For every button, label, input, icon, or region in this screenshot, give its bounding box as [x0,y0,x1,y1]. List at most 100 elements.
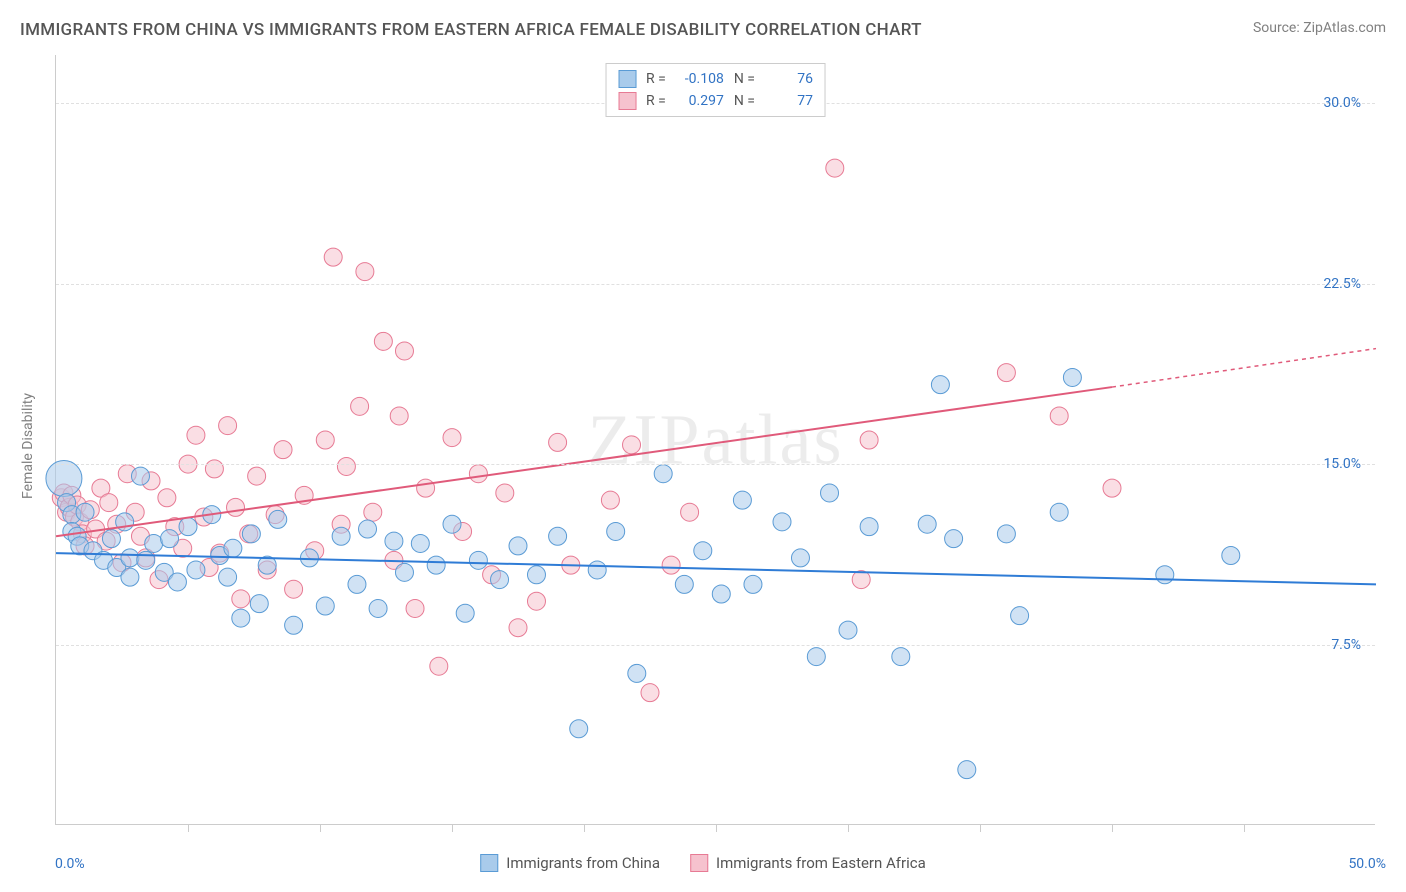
r-label: R = [646,71,666,87]
data-point [443,515,461,533]
n-label: N = [734,71,755,87]
data-point [369,599,387,617]
legend-item-eastafrica: Immigrants from Eastern Africa [690,854,926,872]
data-point [430,657,448,675]
data-point [137,551,155,569]
data-point [694,542,712,560]
swatch-eastafrica-icon [618,92,636,110]
data-point [224,539,242,557]
x-tick [584,824,585,832]
data-point [351,397,369,415]
data-point [219,417,237,435]
data-point [744,575,762,593]
data-point [248,467,266,485]
x-tick [848,824,849,832]
data-point [1156,566,1174,584]
trend-line-extrapolated [1112,349,1376,388]
data-point [385,532,403,550]
scatter-svg [56,55,1375,824]
data-point [395,563,413,581]
gridline [56,464,1375,465]
data-point [807,648,825,666]
data-point [443,429,461,447]
data-point [187,426,205,444]
x-tick [452,824,453,832]
data-point [509,537,527,555]
data-point [76,503,94,521]
data-point [839,621,857,639]
data-point [1050,407,1068,425]
data-point [316,597,334,615]
x-axis-start-label: 0.0% [55,856,85,872]
data-point [205,460,223,478]
data-point [607,522,625,540]
chart-container: IMMIGRANTS FROM CHINA VS IMMIGRANTS FROM… [0,0,1406,892]
swatch-eastafrica-icon [690,854,708,872]
data-point [681,503,699,521]
data-point [227,498,245,516]
data-point [570,720,588,738]
legend-item-china: Immigrants from China [480,854,660,872]
n-value-eastafrica: 77 [765,93,813,109]
data-point [860,431,878,449]
x-tick [980,824,981,832]
n-label: N = [734,93,755,109]
data-point [187,561,205,579]
source-attribution: Source: ZipAtlas.com [1253,20,1386,36]
data-point [509,619,527,637]
data-point [179,518,197,536]
data-point [356,263,374,281]
data-point [601,491,619,509]
data-point [1011,607,1029,625]
data-point [549,527,567,545]
data-point [826,159,844,177]
data-point [1222,547,1240,565]
data-point [496,484,514,502]
legend-label-china: Immigrants from China [506,854,660,872]
r-value-china: -0.108 [676,71,724,87]
data-point [527,592,545,610]
chart-title: IMMIGRANTS FROM CHINA VS IMMIGRANTS FROM… [20,20,922,40]
data-point [417,479,435,497]
data-point [332,527,350,545]
data-point [161,530,179,548]
data-point [527,566,545,584]
gridline [56,645,1375,646]
data-point [712,585,730,603]
swatch-china-icon [618,70,636,88]
data-point [733,491,751,509]
data-point [102,530,120,548]
y-tick-label: 30.0% [1323,95,1361,111]
data-point [1050,503,1068,521]
data-point [411,534,429,552]
data-point [427,556,445,574]
data-point [250,595,268,613]
data-point [931,376,949,394]
data-point [359,520,377,538]
data-point [549,433,567,451]
data-point [892,648,910,666]
data-point [1103,479,1121,497]
data-point [791,549,809,567]
data-point [232,609,250,627]
data-point [945,530,963,548]
x-tick [320,824,321,832]
plot-area: ZIPatlas R = -0.108 N = 76 R = 0.297 N =… [55,55,1375,825]
data-point [958,761,976,779]
data-point [469,465,487,483]
data-point [285,616,303,634]
data-point [662,556,680,574]
data-point [395,342,413,360]
data-point [46,461,82,497]
data-point [588,561,606,579]
data-point [285,580,303,598]
series-legend: Immigrants from China Immigrants from Ea… [480,854,926,872]
data-point [623,436,641,454]
data-point [100,494,118,512]
legend-label-eastafrica: Immigrants from Eastern Africa [716,854,926,872]
data-point [364,503,382,521]
data-point [242,525,260,543]
data-point [145,534,163,552]
data-point [918,515,936,533]
y-axis-label: Female Disability [20,393,36,499]
